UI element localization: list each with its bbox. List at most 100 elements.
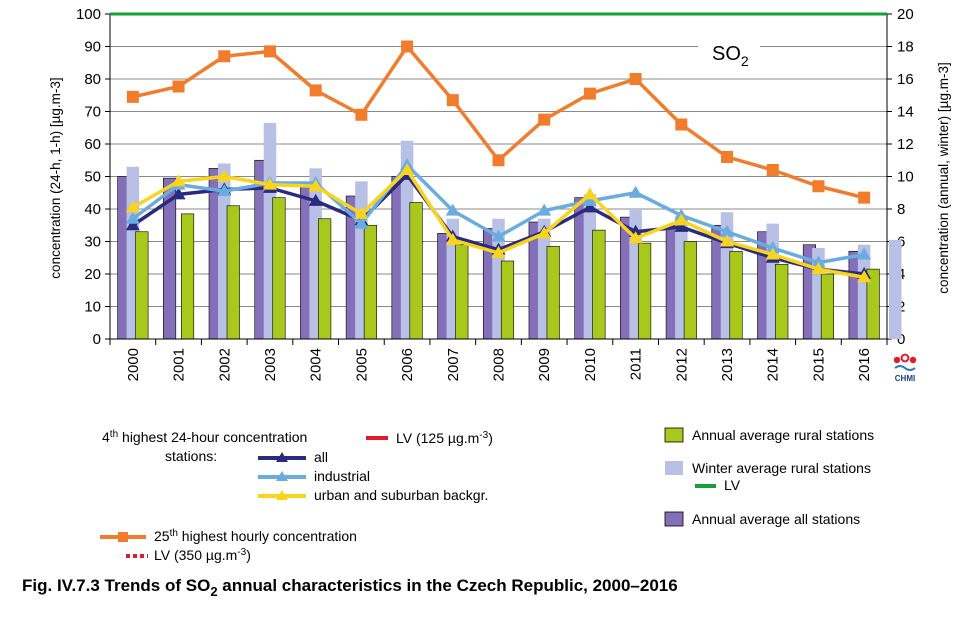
bar <box>500 260 515 340</box>
data-point <box>812 180 825 193</box>
bar <box>181 213 195 340</box>
data-point <box>172 80 185 93</box>
bar <box>775 263 789 340</box>
data-point <box>811 255 826 268</box>
y-left-tick-label: 70 <box>84 104 101 121</box>
y-right-tick-label: 18 <box>897 39 914 56</box>
data-point <box>629 73 642 85</box>
legend-h25-label: 25th highest hourly concentration <box>154 528 357 544</box>
data-point <box>400 163 415 175</box>
y-left-tick-label: 90 <box>84 39 101 56</box>
x-tick-label: 2007 <box>445 348 462 381</box>
data-point <box>217 169 232 182</box>
bar <box>889 239 902 339</box>
data-point <box>811 262 826 275</box>
bar <box>638 242 652 340</box>
data-point <box>674 219 689 232</box>
y-left-tick-label: 40 <box>84 201 101 218</box>
logo-ring <box>900 353 910 363</box>
x-tick-label: 2002 <box>216 348 233 381</box>
data-point <box>445 203 460 216</box>
data-point <box>582 200 597 213</box>
data-point <box>674 213 689 226</box>
data-point <box>582 193 597 206</box>
data-point <box>765 247 780 260</box>
legend-annual-rural-swatch <box>664 427 684 443</box>
legend-annual-all-label: Annual average all stations <box>692 511 860 527</box>
bar <box>318 218 332 340</box>
y-left-tick-label: 20 <box>84 266 101 283</box>
bar <box>729 250 743 340</box>
x-tick-label: 2003 <box>262 348 279 381</box>
x-tick-label: 2004 <box>308 348 325 381</box>
y-right-tick-label: 8 <box>897 201 905 218</box>
logo-text: CHMI <box>895 374 915 383</box>
legend-industrial-marker <box>276 471 288 481</box>
x-tick-label: 2011 <box>628 348 645 380</box>
data-point <box>628 231 643 244</box>
data-point <box>766 164 779 176</box>
data-point <box>171 187 186 200</box>
x-tick-label: 2005 <box>353 348 370 381</box>
y-left-tick-label: 50 <box>84 169 101 186</box>
x-tick-label: 2001 <box>171 348 188 381</box>
x-tick-label: 2015 <box>810 348 827 381</box>
bar <box>409 202 423 340</box>
legend-lv125-label: LV (125 µg.m-3) <box>396 430 493 446</box>
y-right-tick-label: 0 <box>897 331 905 348</box>
data-point <box>858 191 871 204</box>
data-point <box>720 224 735 237</box>
bar <box>135 231 149 340</box>
legend-lv-green-label: LV <box>724 477 741 493</box>
data-point <box>308 193 323 206</box>
data-point <box>446 94 459 107</box>
data-point <box>628 185 643 198</box>
data-point <box>262 177 277 190</box>
y-right-tick-label: 10 <box>897 169 914 186</box>
so2-annotation: SO2 <box>712 43 749 69</box>
x-tick-label: 2012 <box>673 348 690 381</box>
y-right-tick-label: 16 <box>897 71 914 88</box>
bar <box>546 246 560 340</box>
data-point <box>765 241 780 253</box>
x-tick-label: 2010 <box>582 348 599 381</box>
data-point <box>218 50 231 63</box>
x-tick-label: 2016 <box>856 348 873 381</box>
x-tick-label: 2008 <box>491 348 508 381</box>
legend-lv350-label: LV (350 µg.m-3) <box>154 547 251 563</box>
x-tick-label: 2000 <box>125 348 142 381</box>
logo-dot-left <box>893 356 901 364</box>
logo-wave <box>894 365 916 371</box>
data-point <box>125 218 140 231</box>
figure-caption: Fig. IV.7.3 Trends of SO2 annual charact… <box>22 576 678 599</box>
data-point <box>354 206 369 219</box>
bar <box>592 229 606 340</box>
legend-group1-title: 4th highest 24-hour concentration <box>102 429 307 445</box>
series-line <box>132 44 865 200</box>
data-point <box>354 216 369 229</box>
x-tick-label: 2013 <box>719 348 736 381</box>
x-tick-label: 2006 <box>399 348 416 381</box>
bar <box>226 205 240 340</box>
legend: 4th highest 24-hour concentration statio… <box>100 427 874 563</box>
data-point <box>721 151 734 163</box>
logo-dot-right <box>909 356 917 364</box>
data-point <box>491 229 506 242</box>
y-left-tick-label: 100 <box>76 6 101 23</box>
bar <box>820 273 834 340</box>
legend-group1-stations: stations: <box>165 448 217 464</box>
data-point <box>720 234 735 247</box>
data-point <box>308 179 323 192</box>
data-point <box>171 174 186 187</box>
data-point <box>537 226 552 239</box>
legend-all-marker <box>276 452 288 462</box>
data-point <box>401 40 414 53</box>
y-right-tick-label: 12 <box>897 136 914 153</box>
bar <box>455 244 469 340</box>
data-point <box>445 232 460 245</box>
y-right-axis-title: concentration (annual, winter) [µg.m-3] <box>936 62 951 293</box>
y-right-tick-label: 20 <box>897 6 914 23</box>
y-left-tick-label: 0 <box>93 331 101 348</box>
data-point <box>582 187 597 200</box>
